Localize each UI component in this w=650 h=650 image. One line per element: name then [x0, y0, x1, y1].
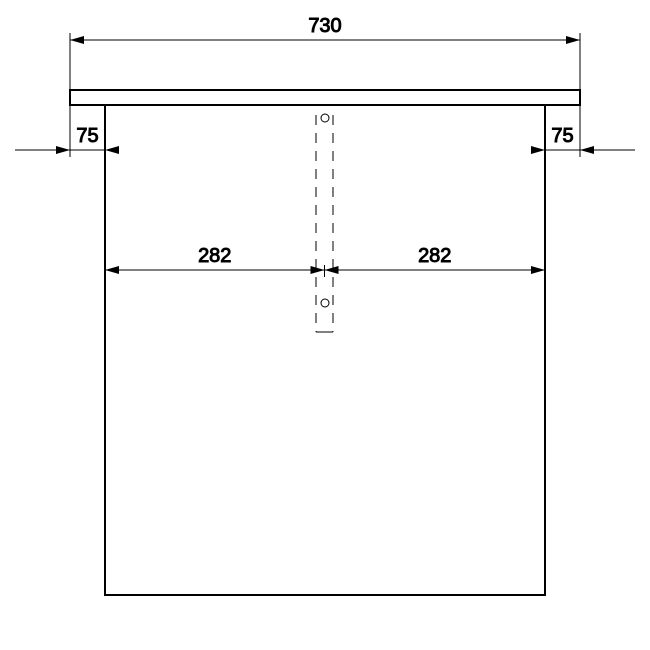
dimension-arrow: [70, 36, 84, 44]
dim-text-282l: 282: [198, 245, 231, 267]
dimension-arrow: [105, 146, 119, 154]
top-plate: [70, 90, 580, 105]
dimension-arrow: [580, 146, 594, 154]
dimension-arrow: [56, 146, 70, 154]
dim-text-730: 730: [308, 15, 341, 37]
dimension-arrow: [531, 266, 545, 274]
dimension-arrow: [105, 266, 119, 274]
hole-bottom: [321, 299, 329, 307]
dim-text-75l: 75: [76, 125, 98, 147]
dimension-arrow: [325, 266, 339, 274]
hole-top: [321, 114, 329, 122]
dimension-arrow: [311, 266, 325, 274]
dimension-arrow: [566, 36, 580, 44]
dim-text-282r: 282: [418, 245, 451, 267]
engineering-drawing: 730 75 75 282 282: [0, 0, 650, 650]
dimension-arrow: [531, 146, 545, 154]
dim-text-75r: 75: [551, 125, 573, 147]
main-body: [105, 105, 545, 595]
